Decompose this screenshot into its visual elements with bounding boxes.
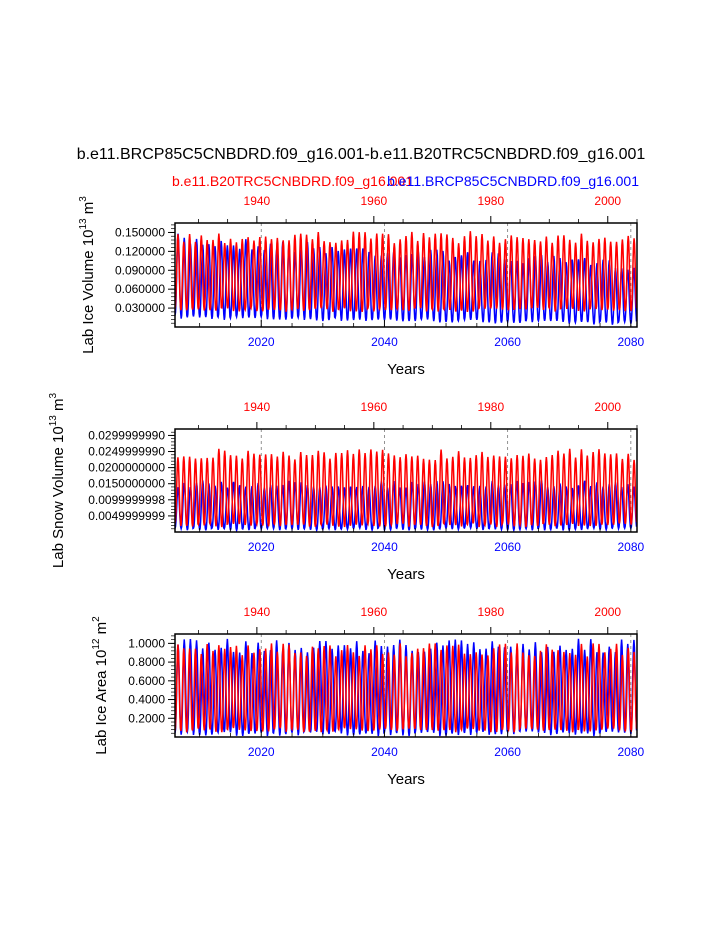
panel-2: 2020 2040 2060 2080 1940 1960 1980 2000 0.004999… <box>48 392 645 583</box>
series-red-line <box>175 231 637 313</box>
y-tick-label: 0.8000 <box>128 655 165 669</box>
y-tick-label: 0.0049999999 <box>88 509 165 523</box>
y-axis-label: Lab Snow Volume 1013 m3 <box>48 392 67 568</box>
series-blue-line <box>175 638 637 737</box>
x-tick-label-bottom: 2080 <box>617 540 644 554</box>
x-tick-label-top: 1980 <box>477 400 504 414</box>
y-tick-label: 0.060000 <box>115 282 165 296</box>
x-tick-label-bottom: 2060 <box>494 540 521 554</box>
x-tick-label-top: 1940 <box>244 194 271 208</box>
legend-red-label: b.e11.B20TRC5CNBDRD.f09_g16.001 <box>172 173 413 189</box>
y-tick-label: 0.0099999998 <box>88 493 165 507</box>
x-tick-label-top: 2000 <box>594 400 621 414</box>
plot-frame <box>174 222 638 328</box>
plot-frame <box>174 633 638 738</box>
y-axis-label: Lab Ice Area 1012 m2 <box>91 616 110 755</box>
y-tick-label: 0.090000 <box>115 263 165 277</box>
y-tick-label: 0.0299999990 <box>88 428 165 442</box>
x-tick-label-bottom: 2040 <box>371 745 398 759</box>
y-tick-label: 0.030000 <box>115 301 165 315</box>
panel-3: 2020 2040 2060 2080 1940 1960 1980 2000 0.2000 0.… <box>91 605 645 788</box>
x-tick-label-top: 2000 <box>594 605 621 619</box>
series-red-line <box>175 448 637 528</box>
figure-title: b.e11.BRCP85C5CNBDRD.f09_g16.001-b.e11.B… <box>77 146 646 163</box>
x-tick-label-top: 2000 <box>594 194 621 208</box>
y-tick-label: 0.150000 <box>115 225 165 239</box>
x-tick-label-top: 1960 <box>360 400 387 414</box>
x-tick-label-bottom: 2060 <box>494 745 521 759</box>
x-axis-label: Years <box>387 566 425 583</box>
x-tick-label-top: 1960 <box>360 194 387 208</box>
x-axis-label: Years <box>387 361 425 378</box>
y-tick-label: 0.6000 <box>128 674 165 688</box>
x-tick-label-bottom: 2040 <box>371 540 398 554</box>
y-axis-label: Lab Ice Volume 1013 m3 <box>78 196 97 354</box>
y-tick-label: 0.0249999990 <box>88 445 165 459</box>
x-tick-label-bottom: 2020 <box>248 540 275 554</box>
y-tick-label: 0.2000 <box>128 711 165 725</box>
y-tick-label: 0.0150000000 <box>88 477 165 491</box>
x-tick-label-top: 1940 <box>244 605 271 619</box>
y-tick-label: 0.0200000000 <box>88 461 165 475</box>
y-tick-label: 1.0000 <box>128 636 165 650</box>
x-tick-label-bottom: 2040 <box>371 335 398 349</box>
x-tick-label-top: 1960 <box>360 605 387 619</box>
x-tick-label-bottom: 2080 <box>617 335 644 349</box>
panel-1: 2020 2040 2060 2080 1940 1960 1980 2000 0.030000… <box>78 194 645 378</box>
x-tick-label-bottom: 2080 <box>617 745 644 759</box>
y-tick-label: 0.4000 <box>128 693 165 707</box>
x-tick-label-top: 1980 <box>477 194 504 208</box>
series-red-line <box>175 643 637 733</box>
y-tick-label: 0.120000 <box>115 244 165 258</box>
x-tick-label-bottom: 2020 <box>248 335 275 349</box>
x-tick-label-bottom: 2020 <box>248 745 275 759</box>
legend-blue-label: b.e11.BRCP85C5CNBDRD.f09_g16.001 <box>387 173 639 189</box>
x-tick-label-top: 1940 <box>244 400 271 414</box>
x-tick-label-bottom: 2060 <box>494 335 521 349</box>
x-tick-label-top: 1980 <box>477 605 504 619</box>
x-axis-label: Years <box>387 771 425 788</box>
